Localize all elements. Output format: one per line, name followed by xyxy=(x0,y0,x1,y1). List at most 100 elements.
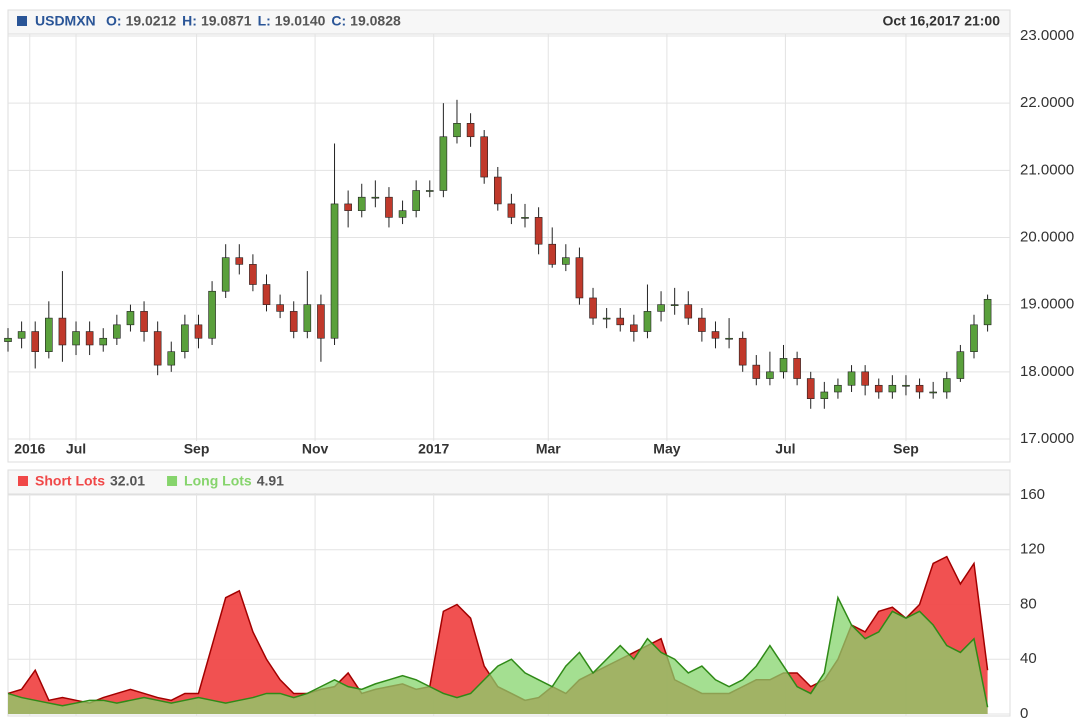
legend-name: Short Lots xyxy=(35,473,105,489)
x-tick-label: Sep xyxy=(893,441,919,457)
candle-body xyxy=(72,331,80,346)
candle-body xyxy=(113,324,121,339)
candle-body xyxy=(589,297,597,319)
candle-body xyxy=(249,264,257,285)
candle-body xyxy=(385,196,393,218)
y-tick-label: 20.0000 xyxy=(1020,228,1074,245)
candle-body xyxy=(493,176,502,205)
legend-value: 4.91 xyxy=(257,473,284,489)
y-tick-label: 21.0000 xyxy=(1020,161,1074,178)
candle-body xyxy=(453,123,461,138)
price-header xyxy=(7,9,1011,35)
timestamp: Oct 16,2017 21:00 xyxy=(882,13,1000,29)
candle-body xyxy=(303,304,312,332)
candle-body xyxy=(371,196,380,199)
candle-body xyxy=(317,304,325,339)
candle-body xyxy=(398,210,407,218)
candle-body xyxy=(970,324,978,352)
x-tick-label: Nov xyxy=(302,441,329,457)
y-tick-label: 17.0000 xyxy=(1020,430,1074,447)
y-tick-label: 19.0000 xyxy=(1020,296,1074,313)
candle-body xyxy=(711,331,720,339)
candle-body xyxy=(521,217,529,219)
y-tick-label: 22.0000 xyxy=(1020,94,1074,111)
candle-body xyxy=(861,371,869,386)
ohlc-name: O: xyxy=(106,13,122,29)
candle-body xyxy=(806,378,815,399)
candle-body xyxy=(670,304,679,306)
candle-body xyxy=(221,257,230,292)
y-tick-label: 80 xyxy=(1020,595,1037,612)
candle-body xyxy=(99,337,108,346)
candle-body xyxy=(276,304,284,312)
candle-body xyxy=(915,384,924,393)
candle-body xyxy=(616,317,625,326)
candle-body xyxy=(738,337,747,366)
legend-value: 32.01 xyxy=(110,473,145,489)
area-fill xyxy=(8,597,988,714)
ohlc-value: 19.0828 xyxy=(350,13,401,29)
legend-swatch xyxy=(167,476,178,486)
x-tick-label: Mar xyxy=(536,441,561,457)
legend-name: Long Lots xyxy=(184,473,252,489)
ohlc-value: 19.0871 xyxy=(201,13,252,29)
candle-body xyxy=(834,384,842,393)
ohlc-name: C: xyxy=(331,13,346,29)
candle-body xyxy=(575,257,584,299)
candle-body xyxy=(562,257,570,265)
candle-body xyxy=(85,331,94,346)
y-tick-label: 18.0000 xyxy=(1020,363,1074,380)
candle-body xyxy=(698,317,706,332)
candle-body xyxy=(643,311,652,332)
x-tick-label: Jul xyxy=(775,441,795,457)
x-tick-label: May xyxy=(653,441,680,457)
candle-body xyxy=(31,331,40,352)
candle-body xyxy=(874,384,883,393)
candle-body xyxy=(357,196,366,211)
candle-body xyxy=(752,364,761,379)
candle-body xyxy=(126,311,135,326)
candle-body xyxy=(534,217,543,245)
x-tick-label: Jul xyxy=(66,441,86,457)
candle-body xyxy=(847,371,856,386)
candle-body xyxy=(58,317,67,346)
lots-header xyxy=(7,469,1011,495)
candle-body xyxy=(425,190,434,192)
candle-body xyxy=(208,290,216,339)
candle-body xyxy=(888,384,897,393)
y-tick-label: 40 xyxy=(1020,650,1037,667)
candle-body xyxy=(942,378,951,393)
candle-body xyxy=(140,311,148,332)
x-tick-label: 2016 xyxy=(14,441,45,457)
x-tick-label: Sep xyxy=(184,441,210,457)
candle-body xyxy=(194,324,203,339)
candle-body xyxy=(725,337,733,340)
ohlc-value: 19.0140 xyxy=(275,13,326,29)
candle-body xyxy=(45,317,53,352)
x-tick-label: 2017 xyxy=(418,441,449,457)
candle-body xyxy=(793,358,801,379)
candle-body xyxy=(466,123,475,138)
candle-body xyxy=(548,243,557,265)
candle-body xyxy=(507,203,516,218)
candle-body xyxy=(602,317,611,320)
candle-body xyxy=(657,304,665,312)
candle-body xyxy=(289,311,298,332)
candle-body xyxy=(439,136,448,191)
candle-body xyxy=(262,284,271,305)
candle-body xyxy=(820,391,829,400)
candle-body xyxy=(235,257,244,265)
candle-body xyxy=(480,136,488,178)
candle-body xyxy=(929,391,937,394)
candle-body xyxy=(330,203,339,339)
candle-body xyxy=(4,337,12,342)
area-line xyxy=(7,595,989,708)
candle-body xyxy=(344,203,352,211)
candle-body xyxy=(684,304,693,319)
y-tick-label: 0 xyxy=(1020,705,1028,722)
y-tick-label: 23.0000 xyxy=(1020,27,1074,44)
candle-body xyxy=(630,324,638,332)
symbol: USDMXN xyxy=(35,13,96,29)
candle-body xyxy=(902,384,910,387)
y-tick-label: 160 xyxy=(1020,486,1045,503)
